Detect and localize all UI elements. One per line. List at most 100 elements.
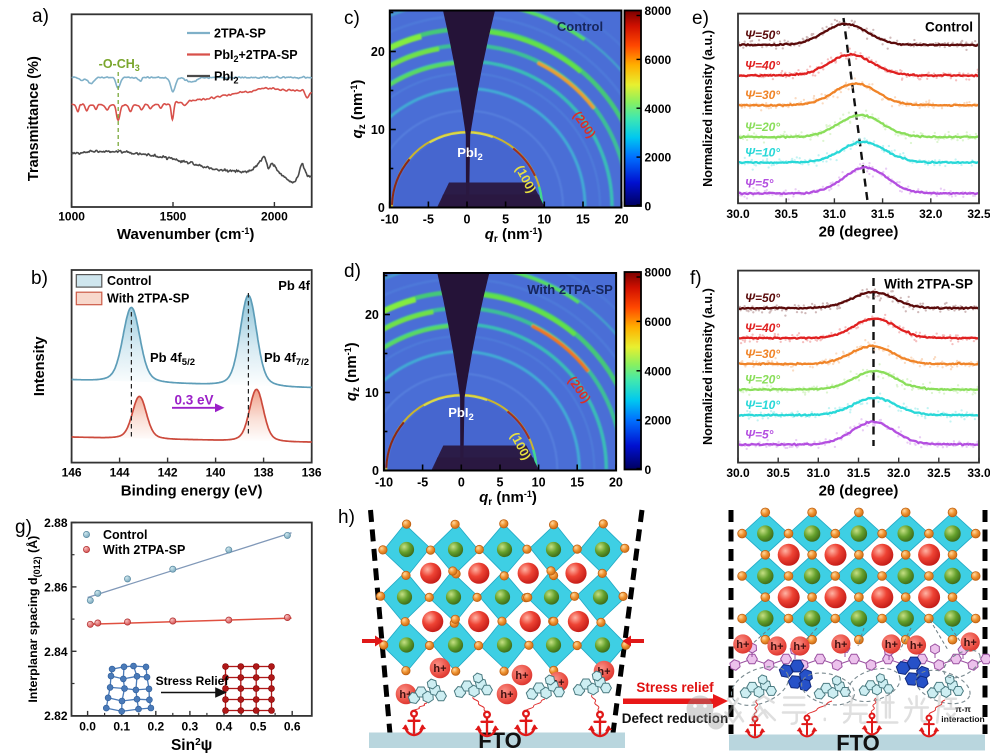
svg-text:h): h): [338, 507, 355, 528]
svg-text:144: 144: [110, 466, 130, 480]
svg-text:4000: 4000: [645, 364, 672, 378]
svg-text:Control: Control: [557, 19, 603, 34]
svg-text:2.84: 2.84: [44, 645, 68, 659]
svg-text:0.1: 0.1: [113, 719, 130, 733]
svg-text:10: 10: [371, 123, 385, 137]
svg-text:c): c): [344, 8, 360, 29]
svg-text:10: 10: [365, 386, 379, 400]
svg-text:h+: h+: [433, 663, 446, 675]
svg-text:Binding energy (eV): Binding energy (eV): [121, 483, 263, 500]
svg-text:Control: Control: [103, 528, 147, 542]
svg-text:Transmittance (%): Transmittance (%): [26, 56, 42, 181]
svg-text:20: 20: [609, 476, 623, 490]
svg-text:-5: -5: [423, 213, 434, 227]
svg-text:0: 0: [458, 476, 465, 490]
svg-text:With 2TPA-SP: With 2TPA-SP: [884, 277, 973, 292]
svg-text:Ψ=40°: Ψ=40°: [745, 59, 780, 73]
svg-text:2θ (degree): 2θ (degree): [819, 483, 899, 500]
svg-text:30.5: 30.5: [766, 466, 790, 480]
svg-text:π-π: π-π: [955, 704, 971, 714]
svg-text:Stress relief: Stress relief: [636, 680, 714, 695]
svg-text:2000: 2000: [261, 210, 288, 224]
svg-text:qr (nm-1): qr (nm-1): [485, 226, 543, 245]
svg-text:Ψ=50°: Ψ=50°: [745, 291, 780, 305]
svg-text:20: 20: [365, 308, 379, 322]
svg-text:Pb 4f: Pb 4f: [278, 278, 310, 293]
svg-text:8000: 8000: [645, 266, 672, 280]
svg-text:0: 0: [645, 463, 652, 477]
svg-text:8000: 8000: [645, 4, 672, 18]
svg-text:h+: h+: [910, 640, 923, 652]
svg-text:32.5: 32.5: [927, 466, 951, 480]
svg-text:0: 0: [378, 201, 385, 215]
svg-text:-10: -10: [381, 213, 399, 227]
svg-text:Ψ=20°: Ψ=20°: [745, 120, 780, 134]
svg-text:b): b): [31, 268, 48, 289]
svg-text:6000: 6000: [645, 315, 672, 329]
svg-text:5: 5: [496, 476, 503, 490]
svg-text:Defect reduction: Defect reduction: [622, 711, 729, 726]
svg-text:Intensity: Intensity: [32, 336, 48, 396]
svg-text:0: 0: [464, 213, 471, 227]
svg-text:30.5: 30.5: [775, 207, 799, 221]
svg-text:h+: h+: [793, 641, 806, 653]
svg-text:2θ (degree): 2θ (degree): [819, 223, 899, 240]
svg-text:0.3 eV: 0.3 eV: [174, 393, 213, 408]
svg-text:31.0: 31.0: [823, 207, 847, 221]
svg-text:interaction: interaction: [941, 714, 984, 724]
svg-text:20: 20: [371, 45, 385, 59]
svg-text:2.86: 2.86: [44, 580, 68, 594]
svg-text:PbI2: PbI2: [214, 70, 238, 86]
svg-text:g): g): [15, 517, 32, 538]
svg-text:qz (nm-1): qz (nm-1): [349, 80, 368, 139]
svg-text:20: 20: [615, 213, 629, 227]
svg-text:Ψ=5°: Ψ=5°: [745, 427, 774, 441]
svg-text:h+: h+: [736, 639, 749, 651]
svg-text:h+: h+: [500, 689, 513, 701]
svg-text:1000: 1000: [58, 210, 85, 224]
svg-text:0.0: 0.0: [79, 719, 96, 733]
svg-text:0.3: 0.3: [182, 719, 199, 733]
svg-text:a): a): [32, 6, 49, 27]
svg-text:142: 142: [158, 466, 178, 480]
svg-text:5: 5: [502, 213, 509, 227]
svg-text:30.0: 30.0: [726, 466, 750, 480]
svg-text:0: 0: [372, 464, 379, 478]
svg-text:With 2TPA-SP: With 2TPA-SP: [107, 292, 189, 306]
svg-text:10: 10: [537, 213, 551, 227]
svg-text:10: 10: [532, 476, 546, 490]
svg-text:Ψ=30°: Ψ=30°: [745, 347, 780, 361]
svg-text:136: 136: [302, 466, 322, 480]
svg-text:0.2: 0.2: [147, 719, 164, 733]
svg-text:Sin2ψ: Sin2ψ: [171, 737, 212, 753]
svg-text:Normalized intensity (a.u.): Normalized intensity (a.u.): [701, 288, 715, 445]
svg-text:h+: h+: [770, 641, 783, 653]
svg-text:-10: -10: [375, 476, 393, 490]
svg-text:6000: 6000: [645, 53, 672, 67]
svg-text:qz (nm-1): qz (nm-1): [343, 342, 362, 401]
svg-text:Ψ=50°: Ψ=50°: [745, 28, 780, 42]
svg-text:h+: h+: [834, 639, 847, 651]
svg-text:32.0: 32.0: [919, 207, 943, 221]
svg-text:Ψ=10°: Ψ=10°: [745, 398, 780, 412]
svg-text:4000: 4000: [645, 102, 672, 116]
svg-text:Ψ=40°: Ψ=40°: [745, 321, 780, 335]
svg-text:146: 146: [62, 466, 82, 480]
svg-text:Control: Control: [107, 274, 151, 288]
svg-text:2.88: 2.88: [44, 516, 68, 530]
svg-text:FTO: FTO: [836, 731, 880, 753]
svg-text:f): f): [690, 268, 702, 289]
svg-text:Normalized intensity (a.u.): Normalized intensity (a.u.): [701, 30, 715, 187]
svg-text:PbI2: PbI2: [457, 145, 483, 163]
svg-text:qr (nm-1): qr (nm-1): [479, 489, 537, 508]
svg-text:Ψ=5°: Ψ=5°: [745, 176, 774, 190]
svg-text:0: 0: [645, 200, 652, 214]
svg-text:e): e): [692, 8, 709, 29]
svg-text:Ψ=30°: Ψ=30°: [745, 88, 780, 102]
svg-text:-5: -5: [417, 476, 428, 490]
svg-text:FTO: FTO: [478, 728, 522, 753]
svg-text:Stress Relief: Stress Relief: [156, 674, 230, 688]
svg-text:31.5: 31.5: [847, 466, 871, 480]
svg-text:0.4: 0.4: [216, 719, 233, 733]
svg-text:PbI2: PbI2: [448, 405, 474, 423]
